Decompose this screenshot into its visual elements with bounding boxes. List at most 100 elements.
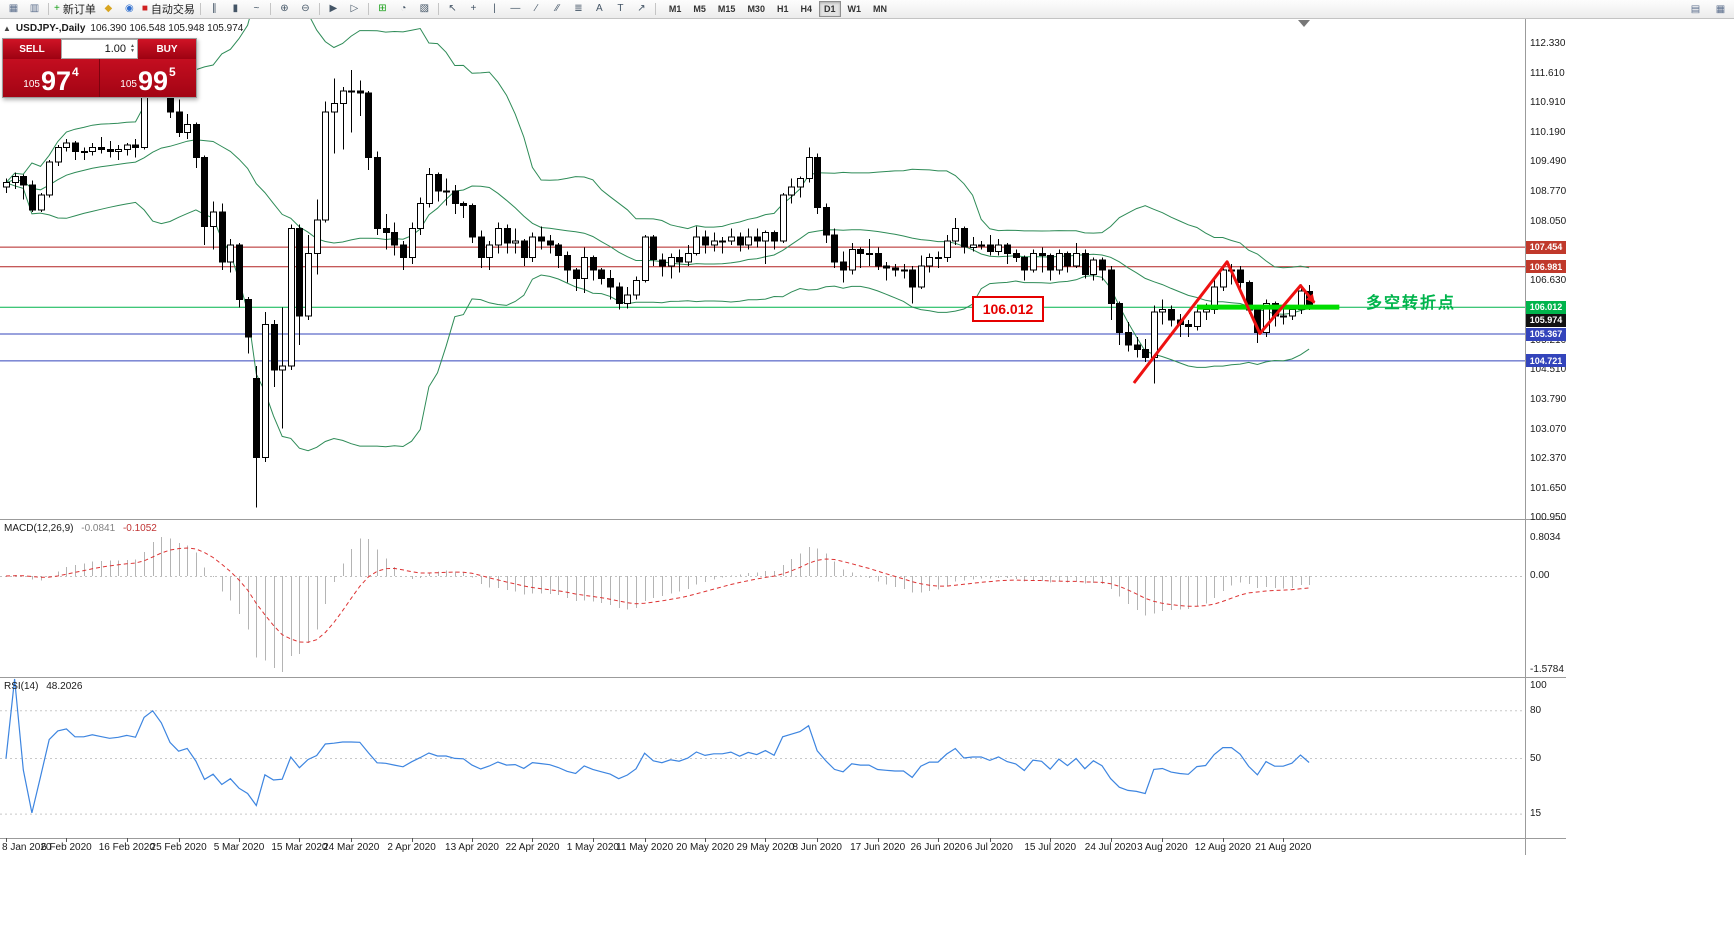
sell-price-integer: 105 [23, 79, 40, 90]
indicators-icon[interactable]: ⊞ [372, 1, 393, 17]
print-icon[interactable]: ▦ [1715, 3, 1726, 15]
timeframe-button-m1[interactable]: M1 [668, 4, 682, 14]
timeframe-button-m30[interactable]: M30 [747, 4, 765, 14]
text-icon[interactable]: A [589, 1, 610, 17]
text-label-icon[interactable]: T [610, 1, 631, 17]
timeframe-button-m15[interactable]: M15 [717, 4, 736, 14]
new-order-button-label: 新订单 [62, 4, 96, 16]
sell-button[interactable]: SELL [3, 39, 61, 59]
date-axis-label: 25 Feb 2020 [150, 842, 207, 853]
trendline-icon: ∕ [535, 3, 538, 14]
text-icon: A [596, 3, 603, 14]
drawn-trend-arrow[interactable] [1132, 260, 1316, 384]
new-chart-icon[interactable]: ▦ [3, 1, 24, 17]
new-chart-icon: ▦ [8, 3, 19, 14]
volume-input[interactable]: 1.00 ▲ ▼ [61, 39, 138, 59]
price-level-annotation[interactable]: 106.012 [972, 296, 1044, 322]
sell-price-display[interactable]: 105 97 4 [3, 59, 99, 97]
toolbar-separator [48, 3, 49, 15]
date-axis-label: 26 Jun 2020 [910, 842, 966, 853]
horizontal-line-icon[interactable]: — [505, 1, 526, 17]
price-axis-label: 108.770 [1530, 186, 1567, 198]
fibonacci-icon[interactable]: ≣ [568, 1, 589, 17]
line-chart-icon[interactable]: ~ [246, 1, 267, 17]
volume-up-icon[interactable]: ▲ [130, 43, 135, 49]
main-toolbar: ▦ ▥ + 新订单 ◆ ◉ ■ 自动交易 ∥ ▮ ~ ⊕ ⊖ ▶ ▷ ⊞ ◔ ▧ ↖ + | — ∕ ∕∕ ≣ A T ↗ M1 M5 M… [0, 0, 1734, 19]
buy-price-display[interactable]: 105 99 5 [100, 59, 196, 97]
date-axis-label: 24 Mar 2020 [323, 842, 380, 853]
date-axis-label: 5 Mar 2020 [213, 842, 265, 853]
macd-zero-label: 0.00 [1530, 570, 1550, 581]
sell-price-point: 4 [72, 65, 79, 79]
volume-spinner: ▲ ▼ [130, 44, 135, 54]
cursor-icon: ↖ [448, 3, 457, 14]
macd-signal-line [5, 547, 1310, 643]
volume-value: 1.00 [104, 43, 127, 55]
channel-icon[interactable]: ∕∕ [547, 1, 568, 17]
rsi-value: 48.2026 [46, 681, 83, 692]
autotrading-button[interactable]: ■ 自动交易 [140, 1, 197, 17]
new-order-button: + [54, 3, 60, 14]
cursor-icon[interactable]: ↖ [442, 1, 463, 17]
profiles-icon[interactable]: ▥ [24, 1, 45, 17]
support-price-label: 104.721 [1526, 354, 1566, 368]
periods-icon: ◔ [400, 3, 407, 14]
arrows-icon[interactable]: ↗ [631, 1, 652, 17]
macd-histogram [15, 536, 1310, 672]
zoom-out-icon: ⊖ [301, 3, 310, 14]
one-click-collapse-icon[interactable]: ▲ [3, 24, 11, 33]
price-axis-label: 104.510 [1530, 363, 1567, 375]
auto-scroll-icon: ▶ [329, 3, 338, 14]
turning-point-text[interactable]: 多空转折点 [1366, 295, 1457, 312]
date-axis-label: 11 May 2020 [616, 842, 674, 853]
periods-icon[interactable]: ◔ [393, 1, 414, 17]
date-axis-label: 24 Jul 2020 [1084, 842, 1137, 853]
timeframe-button-d1[interactable]: D1 [818, 1, 841, 17]
metaeditor-icon[interactable]: ◆ [98, 1, 119, 17]
toolbar-separator [318, 3, 320, 15]
candlestick-chart-icon[interactable]: ▮ [225, 1, 246, 17]
price-axis-label: 110.910 [1530, 97, 1566, 109]
macd-indicator-label: MACD(12,26,9) -0.0841 -0.1052 [4, 523, 157, 534]
crosshair-icon[interactable]: + [463, 1, 484, 17]
zoom-out-icon[interactable]: ⊖ [295, 1, 316, 17]
print-preview-icon[interactable]: ▤ [1690, 3, 1701, 15]
fibonacci-icon: ≣ [574, 3, 583, 14]
symbol-period-label: USDJPY-,Daily [15, 23, 86, 34]
buy-price-pips: 99 [137, 66, 169, 96]
timeframe-button-h4[interactable]: H4 [800, 4, 812, 14]
buy-price-point: 5 [169, 65, 176, 79]
trendline-icon[interactable]: ∕ [526, 1, 547, 17]
macd-main-value: -0.0841 [81, 523, 116, 534]
zoom-in-icon[interactable]: ⊕ [274, 1, 295, 17]
pane-separators [0, 18, 1566, 855]
timeframe-button-mn[interactable]: MN [873, 4, 887, 14]
price-axis-label: 101.650 [1530, 482, 1567, 494]
candles-layer [3, 49, 1313, 508]
toolbar-separator [437, 3, 439, 15]
timeframe-button-m5[interactable]: M5 [693, 4, 706, 14]
buy-button[interactable]: BUY [138, 39, 196, 59]
date-axis-label: 2 Apr 2020 [387, 842, 436, 853]
auto-scroll-icon[interactable]: ▶ [323, 1, 344, 17]
bar-chart-icon[interactable]: ∥ [204, 1, 225, 17]
timeframe-button-h1[interactable]: H1 [776, 4, 789, 14]
chart-shift-icon[interactable]: ▷ [344, 1, 365, 17]
date-axis-label: 21 Aug 2020 [1255, 842, 1312, 853]
chart-title-overlay: ▲ USDJPY-,Daily 106.390 106.548 105.948 … [3, 23, 243, 34]
rsi-axis-label: 50 [1530, 752, 1542, 764]
templates-icon[interactable]: ▧ [414, 1, 435, 17]
rsi-indicator-label: RSI(14) 48.2026 [4, 681, 82, 692]
autotrading-button: ■ [141, 3, 148, 14]
indicators-icon: ⊞ [378, 3, 387, 14]
market-icon[interactable]: ◉ [119, 1, 140, 17]
timeframe-button-w1[interactable]: W1 [847, 4, 862, 14]
new-order-button[interactable]: + 新订单 [52, 1, 98, 17]
rsi-axis-label: 80 [1530, 704, 1542, 716]
toolbar-separator [269, 3, 271, 15]
date-axis-label: 15 Jul 2020 [1024, 842, 1077, 853]
volume-down-icon[interactable]: ▼ [130, 48, 135, 54]
vertical-line-icon[interactable]: | [484, 1, 505, 17]
